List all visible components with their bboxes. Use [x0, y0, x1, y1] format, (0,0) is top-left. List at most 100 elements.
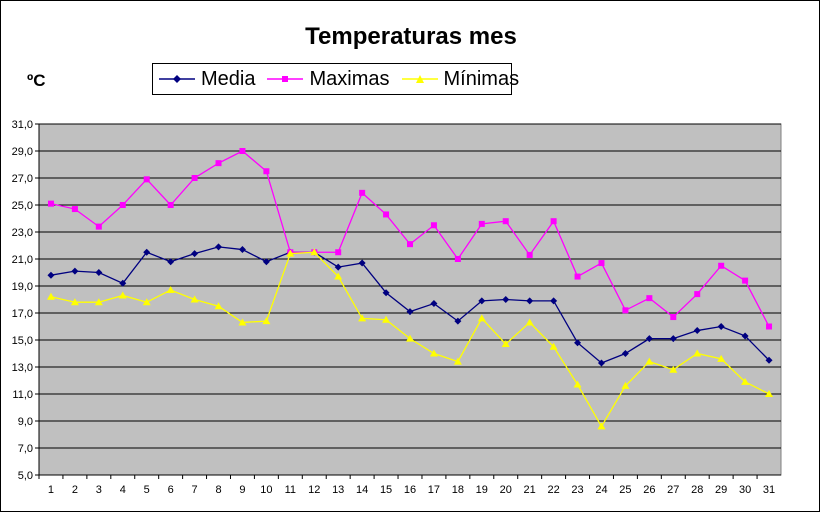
data-point-minimas	[477, 314, 486, 322]
data-point-media	[406, 308, 414, 316]
data-point-maximas	[766, 323, 773, 330]
x-tick-label: 11	[285, 484, 296, 496]
data-point-maximas	[47, 200, 54, 207]
x-tick-label: 8	[215, 484, 221, 496]
x-tick-label: 25	[619, 484, 631, 496]
data-point-maximas	[430, 222, 437, 229]
data-point-media	[382, 289, 390, 297]
y-tick-label: 17,0	[12, 308, 33, 320]
legend-marker-minimas	[401, 75, 438, 83]
y-tick-label: 27,0	[12, 173, 33, 185]
data-point-minimas	[669, 365, 678, 373]
data-point-maximas	[478, 220, 485, 227]
data-point-maximas	[742, 277, 749, 284]
y-tick-label: 15,0	[12, 335, 33, 347]
data-point-minimas	[453, 357, 462, 365]
data-point-media	[95, 269, 103, 276]
data-point-media	[334, 263, 342, 271]
x-tick-label: 26	[643, 484, 655, 496]
x-tick-label: 24	[595, 484, 607, 496]
y-tick-label: 25,0	[12, 200, 33, 212]
data-point-minimas	[645, 357, 654, 365]
data-point-maximas	[502, 218, 509, 225]
data-point-minimas	[573, 380, 582, 388]
x-tick-label: 28	[691, 484, 703, 496]
data-point-media	[478, 297, 486, 305]
data-point-minimas	[334, 272, 343, 280]
legend-label-maximas: Maximas	[309, 67, 390, 90]
data-point-media	[143, 248, 151, 256]
x-tick-label: 6	[168, 484, 174, 496]
plot-area	[38, 123, 782, 476]
data-point-minimas	[190, 295, 199, 303]
y-tick-label: 19,0	[12, 281, 33, 293]
x-tick-label: 18	[452, 484, 464, 496]
x-tick-label: 23	[571, 484, 583, 496]
data-point-media	[262, 258, 270, 266]
data-point-maximas	[215, 160, 222, 167]
x-tick-label: 21	[524, 484, 536, 496]
data-point-media	[693, 327, 701, 335]
y-tick-label: 5,0	[18, 470, 33, 482]
data-point-maximas	[574, 273, 581, 280]
data-point-media	[191, 250, 199, 258]
x-tick-label: 12	[308, 484, 320, 496]
data-point-minimas	[549, 342, 558, 350]
data-point-minimas	[406, 334, 414, 342]
data-point-maximas	[383, 211, 390, 218]
data-point-minimas	[262, 317, 271, 325]
data-point-minimas	[214, 302, 223, 310]
y-tick-label: 13,0	[12, 362, 33, 374]
data-point-maximas	[670, 314, 677, 321]
data-point-maximas	[167, 202, 174, 208]
y-axis-label: ºC	[27, 71, 46, 90]
legend-marker-media	[159, 75, 195, 83]
chart-title: Temperaturas mes	[305, 23, 517, 50]
data-point-maximas	[407, 241, 413, 248]
y-tick-label: 31,0	[12, 119, 33, 131]
legend-item-minimas: Mínimas	[401, 67, 520, 91]
y-tick-label: 21,0	[12, 254, 33, 266]
x-tick-label: 29	[715, 484, 727, 496]
legend-marker-maximas	[267, 76, 304, 82]
x-tick-label: 3	[96, 484, 102, 496]
data-point-maximas	[598, 260, 605, 267]
data-point-maximas	[263, 168, 270, 175]
x-tick-label: 31	[763, 484, 775, 496]
y-tick-label: 29,0	[12, 146, 33, 158]
data-point-minimas	[382, 315, 391, 323]
legend-label-minimas: Mínimas	[443, 67, 520, 90]
data-point-maximas	[622, 307, 629, 314]
data-point-media	[669, 335, 677, 343]
x-tick-label: 16	[404, 484, 416, 496]
data-point-media	[621, 350, 629, 357]
legend: Media Maximas Mínimas	[152, 63, 519, 95]
data-point-minimas	[46, 292, 55, 300]
data-point-media	[358, 259, 366, 267]
x-tick-label: 13	[332, 484, 344, 496]
y-tick-label: 11,0	[12, 389, 33, 401]
data-point-media	[119, 279, 127, 287]
x-tick-label: 20	[500, 484, 512, 496]
x-tick-label: 5	[144, 484, 150, 496]
x-tick-label: 17	[428, 484, 440, 496]
data-point-media	[215, 243, 223, 251]
data-point-maximas	[119, 202, 126, 208]
data-point-minimas	[286, 249, 295, 257]
data-point-maximas	[526, 251, 533, 258]
x-tick-label: 14	[356, 484, 368, 496]
data-point-minimas	[501, 340, 510, 348]
data-point-media	[238, 246, 246, 254]
data-point-media	[597, 359, 605, 367]
data-point-maximas	[71, 206, 78, 213]
data-point-media	[502, 296, 510, 303]
data-point-maximas	[239, 148, 246, 154]
data-point-minimas	[717, 354, 726, 362]
y-tick-label: 7,0	[18, 443, 33, 455]
data-point-media	[574, 339, 582, 347]
data-point-maximas	[646, 295, 653, 302]
data-point-minimas	[429, 349, 438, 357]
x-tick-label: 30	[739, 484, 751, 496]
data-point-minimas	[765, 390, 774, 397]
